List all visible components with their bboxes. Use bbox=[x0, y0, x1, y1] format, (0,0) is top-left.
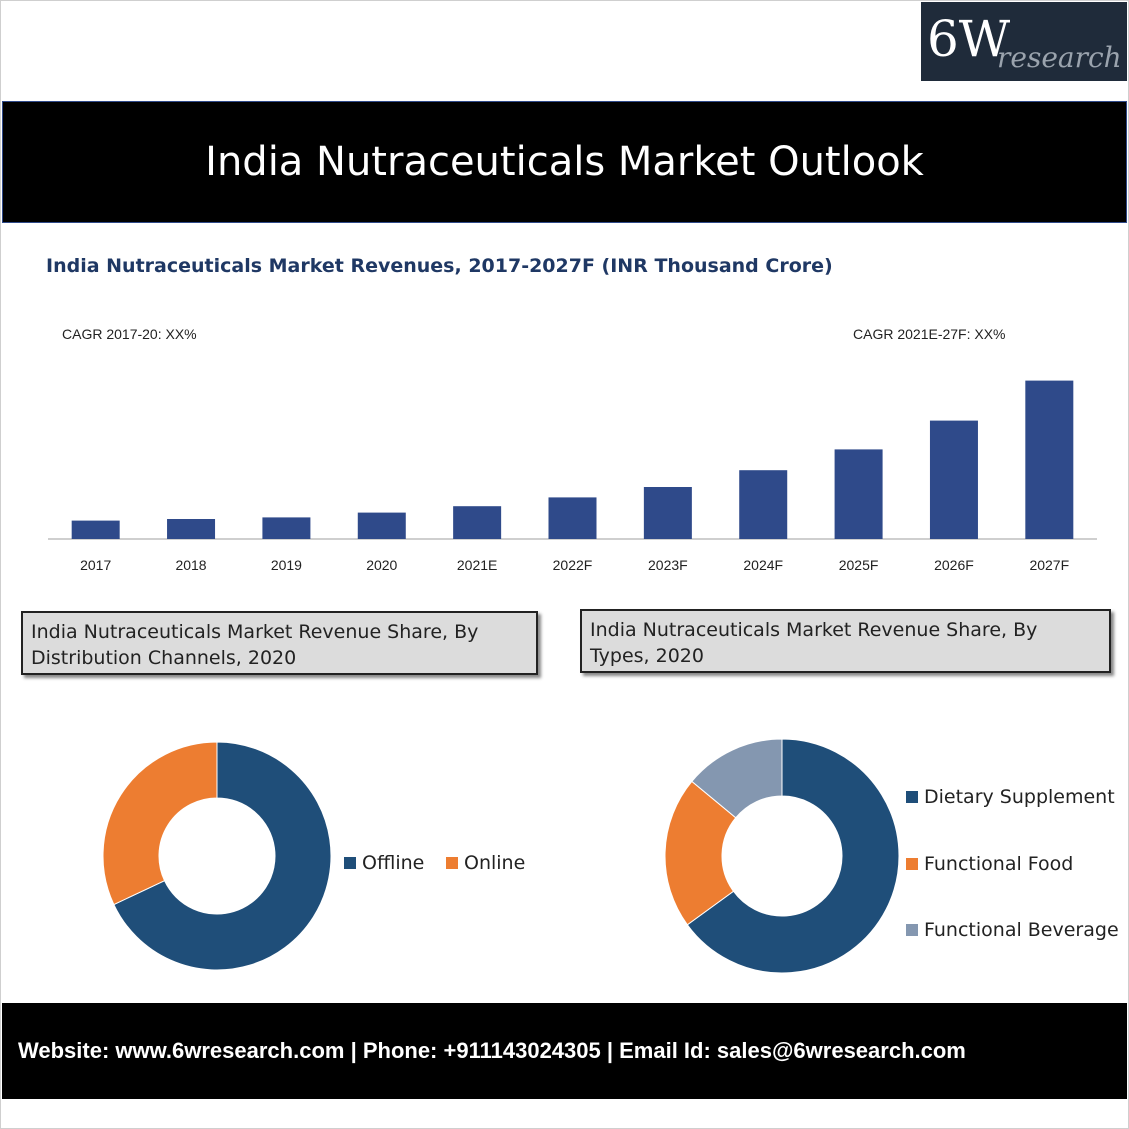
distribution-channel-donut bbox=[102, 741, 332, 971]
bar-chart-title: India Nutraceuticals Market Revenues, 20… bbox=[46, 255, 833, 277]
contact-info: Website: www.6wresearch.com | Phone: +91… bbox=[18, 1038, 966, 1063]
contact-footer: Website: www.6wresearch.com | Phone: +91… bbox=[2, 1003, 1127, 1099]
x-tick-label-2020: 2020 bbox=[366, 557, 397, 573]
legend-swatch-dietary-supplement bbox=[906, 791, 918, 803]
x-tick-label-2023f: 2023F bbox=[648, 557, 688, 573]
x-tick-label-2019: 2019 bbox=[271, 557, 302, 573]
bar-2027f bbox=[1025, 380, 1074, 539]
bar-2018 bbox=[167, 519, 216, 539]
bar-2021e bbox=[453, 506, 502, 539]
legend-label-dietary-supplement: Dietary Supplement bbox=[924, 786, 1115, 808]
legend-item-online: Online bbox=[446, 852, 525, 874]
legend-swatch-offline bbox=[344, 857, 356, 869]
bar-2025f bbox=[834, 449, 883, 539]
logo-sub-text: research bbox=[997, 41, 1122, 74]
legend-swatch-functional-food bbox=[906, 858, 918, 870]
revenue-bar-chart: 2017 2018 2019 2020 2021E 2022F 2023F 2024F 2025… bbox=[48, 380, 1097, 573]
x-tick-label-2017: 2017 bbox=[80, 557, 111, 573]
legend-label-online: Online bbox=[464, 852, 526, 874]
x-tick-label-2027f: 2027F bbox=[1029, 557, 1069, 573]
slice-functional-beverage bbox=[691, 738, 783, 819]
types-donut bbox=[664, 738, 900, 974]
slice-offline bbox=[113, 741, 332, 971]
page-title: India Nutraceuticals Market Outlook bbox=[205, 139, 924, 185]
x-tick-label-2021e: 2021E bbox=[457, 557, 497, 573]
legend-label-offline: Offline bbox=[362, 852, 425, 874]
bar-2022f bbox=[548, 497, 597, 539]
legend-item-offline: Offline bbox=[344, 852, 424, 874]
x-tick-label-2022f: 2022F bbox=[553, 557, 593, 573]
bar-2023f bbox=[643, 487, 692, 539]
bar-2019 bbox=[262, 517, 311, 539]
title-banner: India Nutraceuticals Market Outlook bbox=[2, 101, 1127, 223]
slice-functional-food bbox=[664, 780, 737, 926]
slice-online bbox=[102, 741, 218, 906]
x-tick-label-2024f: 2024F bbox=[743, 557, 783, 573]
legend-swatch-functional-beverage bbox=[906, 924, 918, 936]
cagr-annotation-historical: CAGR 2017-20: XX% bbox=[62, 326, 197, 342]
brand-logo: 6W research bbox=[921, 2, 1127, 81]
legend-item-functional-beverage: Functional Beverage bbox=[906, 919, 1119, 941]
bar-2020 bbox=[357, 512, 406, 539]
x-tick-label-2018: 2018 bbox=[175, 557, 206, 573]
bar-2026f bbox=[929, 420, 978, 539]
legend-label-functional-beverage: Functional Beverage bbox=[924, 919, 1119, 941]
legend-label-functional-food: Functional Food bbox=[924, 853, 1074, 875]
bar-2017 bbox=[71, 520, 120, 539]
slice-dietary-supplement bbox=[686, 738, 900, 974]
legend-item-functional-food: Functional Food bbox=[906, 853, 1073, 875]
logo-main-text: 6W bbox=[927, 10, 1011, 68]
distribution-channel-panel-title: India Nutraceuticals Market Revenue Shar… bbox=[21, 611, 538, 675]
x-tick-label-2025f: 2025F bbox=[839, 557, 879, 573]
bar-2024f bbox=[739, 470, 788, 539]
legend-item-dietary-supplement: Dietary Supplement bbox=[906, 786, 1115, 808]
cagr-annotation-forecast: CAGR 2021E-27F: XX% bbox=[853, 326, 1006, 342]
types-panel-title: India Nutraceuticals Market Revenue Shar… bbox=[580, 609, 1111, 673]
x-tick-label-2026f: 2026F bbox=[934, 557, 974, 573]
legend-swatch-online bbox=[446, 857, 458, 869]
